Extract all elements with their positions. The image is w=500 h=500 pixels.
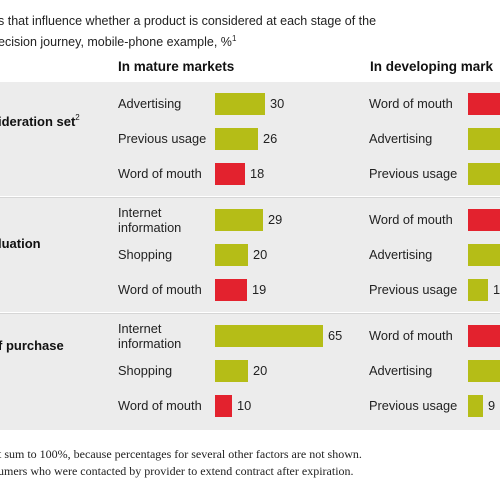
data-label: 20 (253, 247, 268, 262)
data-label: 26 (263, 131, 278, 146)
factor-label: Previous usage (369, 398, 458, 413)
bar-mature (215, 163, 245, 185)
factor-label: Word of mouth (369, 328, 453, 343)
bar-mature (215, 360, 248, 382)
factor-label: Advertising (369, 247, 433, 262)
stage-divider (0, 313, 500, 314)
factor-label: Word of mouth (118, 282, 202, 297)
factor-label: Internet information (118, 205, 182, 235)
stage-footnote-mark: 2 (75, 113, 80, 122)
bar-developing (468, 360, 500, 382)
bar-mature (215, 279, 247, 301)
factor-label: Advertising (369, 363, 433, 378)
stage-divider (0, 197, 500, 198)
factor-label: Word of mouth (118, 166, 202, 181)
footnote-1: t sum to 100%, because percentages for s… (0, 447, 362, 461)
column-header-mature: In mature markets (118, 59, 235, 74)
data-label: 65 (328, 328, 343, 343)
stage-label: ideration set2 (0, 113, 80, 129)
data-label: 29 (268, 212, 283, 227)
factor-label: Shopping (118, 247, 173, 262)
data-label: 1 (493, 282, 500, 297)
factor-label: Word of mouth (118, 398, 202, 413)
bar-mature (215, 395, 232, 417)
bar-developing (468, 279, 488, 301)
data-label: 20 (253, 363, 268, 378)
bar-developing (468, 209, 500, 231)
bar-developing (468, 395, 483, 417)
factor-label: Word of mouth (369, 96, 453, 111)
data-label: 10 (237, 398, 252, 413)
factor-label: Word of mouth (369, 212, 453, 227)
factor-label: Shopping (118, 363, 173, 378)
stage-label: f purchase (0, 338, 64, 353)
chart-subtitle-line-2: ecision journey, mobile-phone example, %… (0, 30, 236, 51)
column-header-developing: In developing mark (370, 59, 494, 74)
bar-mature (215, 128, 258, 150)
bar-developing (468, 244, 500, 266)
factor-label: Advertising (118, 96, 182, 111)
bar-mature (215, 244, 248, 266)
bar-developing (468, 325, 500, 347)
factor-label: Previous usage (369, 166, 458, 181)
chart-subtitle-text: ecision journey, mobile-phone example, % (0, 35, 232, 50)
data-label: 18 (250, 166, 265, 181)
bar-developing (468, 93, 500, 115)
data-label: 19 (252, 282, 267, 297)
factor-label: Advertising (369, 131, 433, 146)
factor-label: Previous usage (369, 282, 458, 297)
bar-developing (468, 128, 500, 150)
data-label: 30 (270, 96, 285, 111)
bar-mature (215, 325, 323, 347)
footnote-2: umers who were contacted by provider to … (0, 464, 354, 478)
bar-mature (215, 93, 265, 115)
chart-subtitle-footnote-mark: 1 (231, 34, 237, 43)
data-label: 9 (488, 398, 496, 413)
factor-label: Internet information (118, 321, 182, 351)
stage-label: luation (0, 236, 41, 251)
chart-subtitle-line-1: s that influence whether a product is co… (0, 14, 377, 28)
bar-developing (468, 163, 500, 185)
factor-label: Previous usage (118, 131, 207, 146)
bar-mature (215, 209, 263, 231)
